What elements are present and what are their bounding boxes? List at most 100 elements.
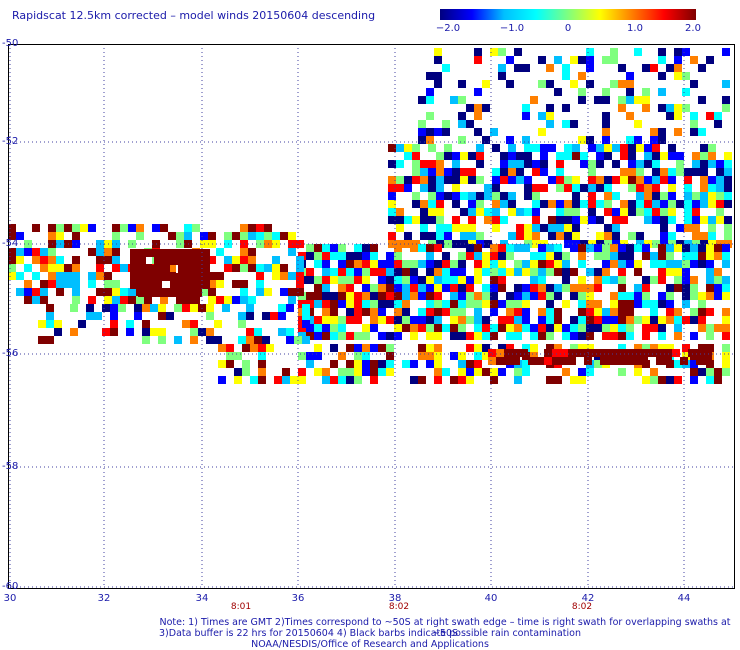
wind-cell xyxy=(134,304,142,312)
wind-cell xyxy=(642,104,650,112)
wind-cell xyxy=(562,120,570,128)
wind-cell xyxy=(264,288,272,296)
wind-cell xyxy=(674,276,682,284)
wind-cell xyxy=(522,136,530,144)
wind-cell xyxy=(708,232,716,240)
wind-cell xyxy=(500,200,508,208)
wind-cell xyxy=(322,300,330,308)
wind-cell xyxy=(514,332,522,340)
wind-cell xyxy=(322,284,330,292)
wind-cell xyxy=(258,344,266,352)
wind-cell xyxy=(572,200,580,208)
wind-cell xyxy=(474,252,482,260)
wind-cell xyxy=(524,160,532,168)
wind-cell xyxy=(404,216,412,224)
wind-cell xyxy=(618,344,626,352)
wind-cell xyxy=(426,88,434,96)
wind-cell xyxy=(682,316,690,324)
lat-label: -52 xyxy=(2,136,19,147)
wind-cell xyxy=(682,260,690,268)
wind-cell xyxy=(96,256,104,264)
wind-cell xyxy=(426,292,434,300)
wind-cell xyxy=(466,368,474,376)
wind-cell xyxy=(186,281,194,289)
wind-cell xyxy=(330,332,338,340)
wind-cell xyxy=(568,357,576,365)
wind-cell xyxy=(314,252,322,260)
wind-cell xyxy=(396,144,404,152)
wind-cell xyxy=(112,232,120,240)
wind-cell xyxy=(56,272,64,280)
wind-cell xyxy=(346,300,354,308)
wind-cell xyxy=(626,292,634,300)
wind-cell xyxy=(708,152,716,160)
wind-cell xyxy=(540,200,548,208)
wind-cell xyxy=(444,176,452,184)
wind-cell xyxy=(48,248,56,256)
wind-cell xyxy=(338,252,346,260)
wind-cell xyxy=(498,300,506,308)
wind-cell xyxy=(378,332,386,340)
wind-cell xyxy=(330,344,338,352)
wind-cell xyxy=(506,316,514,324)
wind-cell xyxy=(158,312,166,320)
wind-cell xyxy=(498,368,506,376)
wind-cell xyxy=(594,252,602,260)
wind-cell xyxy=(458,136,466,144)
wind-cell xyxy=(346,252,354,260)
wind-cell xyxy=(658,88,666,96)
wind-cell xyxy=(714,368,722,376)
wind-cell xyxy=(354,376,362,384)
wind-cell xyxy=(458,316,466,324)
wind-cell xyxy=(522,292,530,300)
wind-cell xyxy=(396,216,404,224)
wind-cell xyxy=(444,168,452,176)
wind-cell xyxy=(504,357,512,365)
wind-cell xyxy=(298,352,306,360)
wind-cell xyxy=(64,264,72,272)
wind-cell xyxy=(474,128,482,136)
wind-cell xyxy=(690,276,698,284)
wind-cell xyxy=(484,192,492,200)
wind-cell xyxy=(594,300,602,308)
wind-cell xyxy=(96,288,104,296)
wind-cell xyxy=(32,248,40,256)
wind-cell xyxy=(540,184,548,192)
wind-cell xyxy=(410,276,418,284)
wind-cell xyxy=(224,296,232,304)
wind-cell xyxy=(394,252,402,260)
wind-cell xyxy=(262,312,270,320)
wind-cell xyxy=(412,160,420,168)
wind-cell xyxy=(388,184,396,192)
wind-cell xyxy=(610,48,618,56)
wind-cell xyxy=(724,192,732,200)
wind-cell xyxy=(322,268,330,276)
wind-cell xyxy=(706,324,714,332)
wind-cell xyxy=(708,192,716,200)
wind-cell xyxy=(474,316,482,324)
wind-cell xyxy=(370,260,378,268)
wind-cell xyxy=(450,308,458,316)
map-canvas xyxy=(8,44,735,589)
wind-cell xyxy=(586,64,594,72)
wind-cell xyxy=(666,244,674,252)
wind-cell xyxy=(658,244,666,252)
wind-cell xyxy=(522,360,530,368)
wind-cell xyxy=(240,232,248,240)
wind-cell xyxy=(442,120,450,128)
wind-cell xyxy=(206,336,214,344)
wind-cell xyxy=(658,332,666,340)
wind-cell xyxy=(498,64,506,72)
wind-cell xyxy=(610,332,618,340)
wind-cell xyxy=(370,360,378,368)
wind-cell xyxy=(458,292,466,300)
wind-cell xyxy=(658,344,666,352)
wind-cell xyxy=(302,304,310,312)
wind-cell xyxy=(306,276,314,284)
wind-cell xyxy=(186,257,194,265)
wind-cell xyxy=(636,232,644,240)
wind-cell xyxy=(426,268,434,276)
wind-cell xyxy=(280,264,288,272)
wind-cell xyxy=(602,120,610,128)
wind-cell xyxy=(410,316,418,324)
